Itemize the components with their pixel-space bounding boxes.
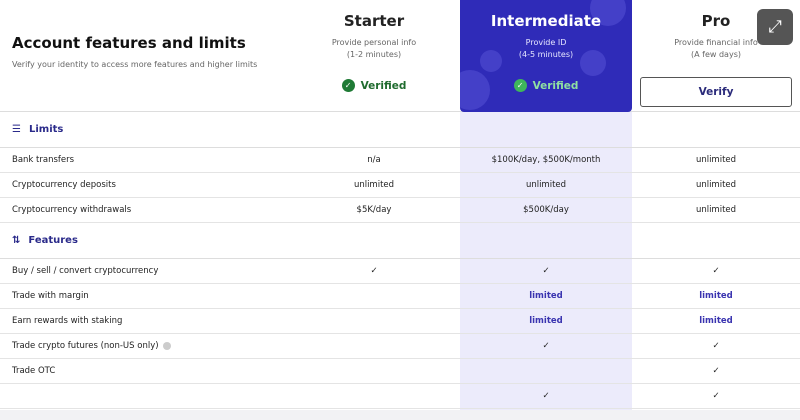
table-row: Cryptocurrency withdrawals $5K/day $500K/d… <box>0 198 800 223</box>
check-icon: ✓ <box>542 341 550 351</box>
row-label: Cryptocurrency withdrawals <box>12 205 132 215</box>
row-label: Trade with margin <box>12 291 89 301</box>
page-subtitle: Verify your identity to access more feat… <box>12 60 258 69</box>
table-row: Trade OTC ✓ <box>0 359 800 384</box>
check-icon: ✓ <box>370 266 378 276</box>
check-circle-icon: ✓ <box>513 79 527 92</box>
cell-value <box>288 309 460 333</box>
tier-desc: Provide financial info <box>674 38 758 47</box>
check-icon: ✓ <box>712 391 720 401</box>
section-title: Limits <box>28 124 64 135</box>
tier-time: (4-5 minutes) <box>518 50 574 59</box>
tier-name: Intermediate <box>490 12 602 30</box>
coin-decoration <box>480 50 502 72</box>
check-icon: ✓ <box>712 341 720 351</box>
cell-value <box>288 334 460 358</box>
cell-value: unlimited <box>695 205 737 215</box>
row-label: Buy / sell / convert cryptocurrency <box>12 266 159 276</box>
table-row: Earn rewards with staking limited limited <box>0 309 800 334</box>
cell-value: unlimited <box>353 180 395 190</box>
page-title: Account features and limits <box>12 34 246 52</box>
cell-value: $500K/day <box>523 205 569 215</box>
database-icon: ☰ <box>12 124 21 135</box>
row-label: Trade OTC <box>12 366 56 376</box>
cell-value: limited <box>699 291 733 301</box>
section-features: ⇅ Features <box>0 223 800 259</box>
row-label: Trade crypto futures (non-US only) <box>12 341 159 351</box>
row-label: Earn rewards with staking <box>12 316 123 326</box>
check-icon: ✓ <box>542 266 550 276</box>
cell-value <box>288 359 460 383</box>
tier-intermediate: Intermediate Provide ID (4-5 minutes) ✓ Ve… <box>460 0 632 112</box>
features-card: Account features and limits Verify your … <box>0 0 800 410</box>
cell-value <box>460 359 632 383</box>
cell-value: $5K/day <box>356 205 392 215</box>
intermediate-column-highlight <box>460 112 632 410</box>
section-title: Features <box>28 235 78 246</box>
check-icon: ✓ <box>542 391 550 401</box>
cell-value: unlimited <box>525 180 567 190</box>
tier-desc: Provide personal info <box>331 38 417 47</box>
cell-value <box>288 284 460 308</box>
tier-name: Starter <box>343 12 405 30</box>
expand-icon[interactable]: ⤢ <box>757 9 793 45</box>
cell-value <box>288 384 460 408</box>
table-row: ✓ ✓ <box>0 384 800 409</box>
verified-badge: ✓ Verified <box>288 79 460 92</box>
cell-value: limited <box>529 291 563 301</box>
table-row: Trade with margin limited limited <box>0 284 800 309</box>
check-circle-icon: ✓ <box>341 79 355 92</box>
table-row: Buy / sell / convert cryptocurrency ✓ ✓ ✓ <box>0 259 800 284</box>
verify-button[interactable]: Verify <box>640 77 792 107</box>
tier-starter: Starter Provide personal info (1-2 minute… <box>288 0 460 112</box>
cell-value: unlimited <box>695 155 737 165</box>
verified-badge: ✓ Verified <box>460 79 632 92</box>
header: Account features and limits Verify your … <box>0 0 800 112</box>
tier-time: (1-2 minutes) <box>346 50 402 59</box>
table-row: Bank transfers n/a $100K/day, $500K/month u… <box>0 148 800 173</box>
cell-value: unlimited <box>695 180 737 190</box>
tier-name: Pro <box>701 12 731 30</box>
tier-pro: Pro Provide financial info (A few days) V… <box>632 0 800 112</box>
section-limits: ☰ Limits <box>0 112 800 148</box>
check-icon: ✓ <box>712 366 720 376</box>
status-text: Verified <box>360 79 407 92</box>
coin-decoration <box>580 50 606 76</box>
cell-value: limited <box>529 316 563 326</box>
status-text: Verified <box>532 79 579 92</box>
table-row: Trade crypto futures (non-US only) ✓ ✓ <box>0 334 800 359</box>
cell-value: $100K/day, $500K/month <box>491 155 601 165</box>
row-label: Bank transfers <box>12 155 75 165</box>
cell-value: limited <box>699 316 733 326</box>
info-icon[interactable] <box>162 342 171 350</box>
tier-desc: Provide ID <box>525 38 567 47</box>
table-row: Cryptocurrency deposits unlimited unlimite… <box>0 173 800 198</box>
cell-value: n/a <box>367 155 381 165</box>
tier-time: (A few days) <box>691 50 741 59</box>
row-label: Cryptocurrency deposits <box>12 180 116 190</box>
features-icon: ⇅ <box>12 235 21 246</box>
check-icon: ✓ <box>712 266 720 276</box>
